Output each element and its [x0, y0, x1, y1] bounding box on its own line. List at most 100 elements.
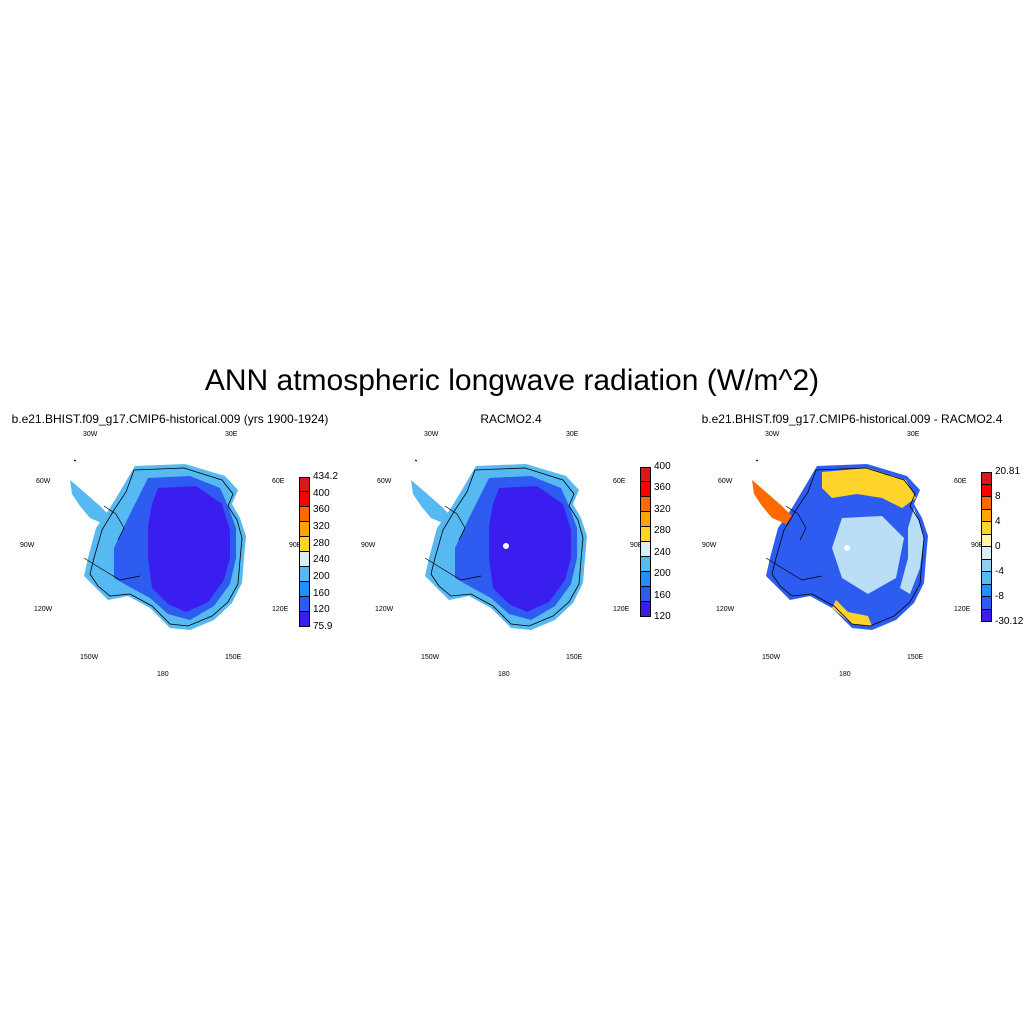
lon-label-30w: 30W [765, 431, 780, 438]
colorbar-segment [981, 472, 992, 485]
colorbar-tick-label: 120 [313, 604, 330, 616]
lon-label-120w: 120W [716, 606, 735, 613]
colorbar-tick-label: 240 [313, 554, 330, 566]
colorbar-frame [640, 467, 651, 617]
data-gap-marker [503, 543, 509, 549]
antarctica-map [411, 459, 587, 630]
ice-shelf-line-ross [765, 557, 823, 581]
lon-label-90w: 90W [702, 542, 717, 549]
lon-label-90e: 90E [289, 542, 302, 549]
lon-label-60w: 60W [36, 478, 51, 485]
lon-label-150w: 150W [421, 654, 440, 661]
lon-label-150e: 150E [907, 654, 924, 661]
lon-label-60w: 60W [377, 478, 392, 485]
ice-shelf-line-ronne [103, 505, 125, 541]
panel-title: b.e21.BHIST.f09_g17.CMIP6-historical.009… [11, 412, 329, 426]
map-panel-racmo: RACMO2.4 30W 30E 60W 60E 90W 90E 120W 12… [341, 408, 681, 688]
interior-bias [832, 516, 904, 594]
colorbar-tick-label: 200 [654, 568, 671, 580]
lon-label-90e: 90E [971, 542, 984, 549]
colorbar-segment [981, 534, 992, 547]
colorbar-segment [981, 484, 992, 497]
ice-sheet-interior [148, 486, 230, 612]
colorbar-segment [299, 537, 310, 552]
ice-shelf-line-ross [83, 557, 141, 581]
coastal-warm-bias-north [822, 468, 916, 508]
ice-sheet-interior [489, 486, 571, 612]
colorbar-segment [640, 572, 651, 587]
lon-label-120w: 120W [34, 606, 53, 613]
map-corner-mark [414, 459, 418, 462]
lon-label-60w: 60W [718, 478, 733, 485]
colorbar-tick-label: 320 [313, 521, 330, 532]
map-panel-difference: b.e21.BHIST.f09_g17.CMIP6-historical.009… [682, 408, 1024, 688]
lon-label-180: 180 [157, 671, 169, 678]
lon-label-60e: 60E [954, 478, 967, 485]
colorbar-segment [640, 482, 651, 497]
colorbar-tick-label: 360 [313, 504, 330, 516]
lon-label-30e: 30E [225, 431, 238, 438]
map-corner-mark [755, 459, 759, 462]
lon-label-90w: 90W [20, 542, 35, 549]
antarctica-map [752, 459, 928, 630]
lon-label-60e: 60E [272, 478, 285, 485]
colorbar-tick-label: -4 [995, 566, 1004, 577]
colorbar-segment [981, 497, 992, 510]
colorbar-tick-label: -30.12 [995, 616, 1024, 627]
colorbar-segment [299, 582, 310, 597]
lon-label-150e: 150E [225, 654, 242, 661]
colorbar-tick-label: 75.9 [313, 621, 333, 632]
peninsula-warm-bias [752, 480, 792, 524]
colorbar-segment [299, 477, 310, 492]
coastal-warm-bias-south [832, 600, 872, 626]
colorbar-segment [299, 567, 310, 582]
antarctic-peninsula [411, 480, 451, 524]
coastline [771, 467, 925, 627]
colorbar-segment [981, 547, 992, 560]
ice-shelf-line-ronne [444, 505, 466, 541]
colorbar-segment [299, 507, 310, 522]
lon-label-150w: 150W [80, 654, 99, 661]
colorbar-frame [981, 472, 992, 622]
ice-shelf-line-ronne [785, 505, 807, 541]
lon-label-120e: 120E [613, 606, 630, 613]
colorbar-segment [640, 557, 651, 572]
lon-label-30e: 30E [907, 431, 920, 438]
colorbar-tick-label: 160 [654, 589, 671, 601]
colorbar-segment [640, 527, 651, 542]
lon-label-150e: 150E [566, 654, 583, 661]
colorbar-segment [981, 522, 992, 535]
colorbar-segment [981, 572, 992, 585]
coastline [89, 467, 243, 627]
colorbar-segment [299, 552, 310, 567]
colorbar-segment [640, 587, 651, 602]
colorbar-tick-label: 320 [654, 503, 671, 515]
lon-label-180: 180 [839, 671, 851, 678]
lon-label-180: 180 [498, 671, 510, 678]
colorbar-tick-label: 8 [995, 491, 1001, 502]
colorbar-tick-label: -8 [995, 591, 1004, 602]
colorbar-tick-label: 360 [654, 482, 671, 494]
colorbar-segment [981, 597, 992, 610]
lon-label-120e: 120E [272, 606, 289, 613]
lon-label-30w: 30W [424, 431, 439, 438]
colorbar-tick-label: 434.2 [313, 471, 339, 482]
colorbar-segment [299, 597, 310, 612]
colorbar-tick-label: 20.81 [995, 466, 1021, 477]
colorbar-tick-label: 0 [995, 541, 1001, 552]
colorbar-tick-label: 280 [654, 525, 671, 537]
colorbar-segment [299, 522, 310, 537]
colorbar-frame [299, 477, 310, 627]
coastal-bias-east [900, 508, 924, 594]
panel-title: b.e21.BHIST.f09_g17.CMIP6-historical.009… [701, 412, 1003, 426]
lon-label-150w: 150W [762, 654, 781, 661]
lon-label-120e: 120E [954, 606, 971, 613]
colorbar-tick-label: 200 [313, 571, 330, 582]
lon-label-30w: 30W [83, 431, 98, 438]
colorbar-segment [640, 512, 651, 527]
lon-label-90w: 90W [361, 542, 376, 549]
data-gap-marker [844, 545, 850, 551]
colorbar-tick-label: 120 [654, 611, 671, 622]
colorbar-tick-label: 400 [313, 487, 330, 499]
panel-title: RACMO2.4 [480, 412, 542, 426]
